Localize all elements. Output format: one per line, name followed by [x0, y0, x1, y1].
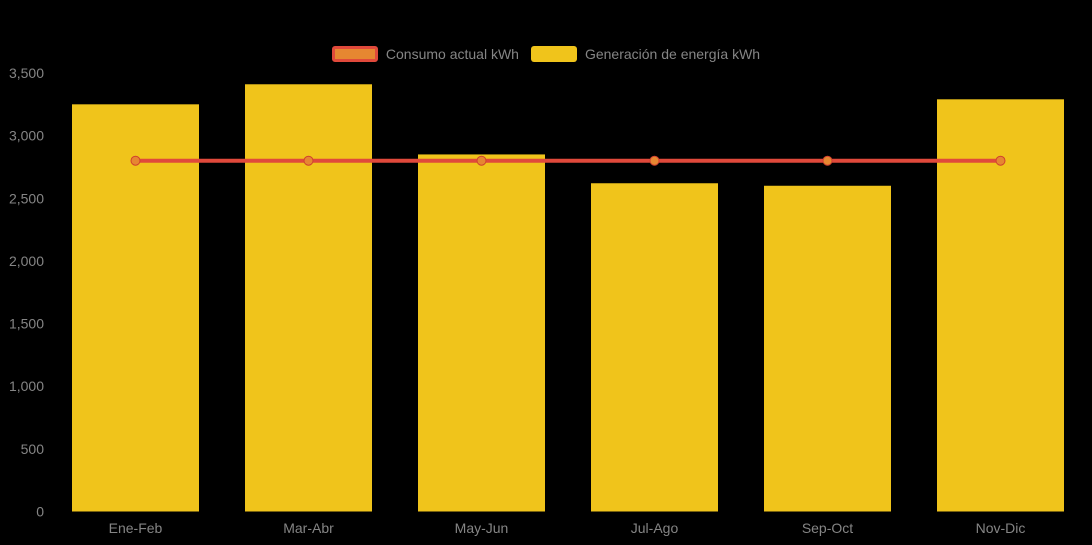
- bar-Ene-Feb[interactable]: [72, 104, 199, 512]
- line-marker-Jul-Ago[interactable]: [649, 155, 660, 166]
- y-axis-tick-label: 1,000: [9, 378, 44, 394]
- line-marker-Ene-Feb[interactable]: [130, 155, 141, 166]
- x-axis-label-Ene-Feb: Ene-Feb: [109, 520, 163, 536]
- bar-Nov-Dic[interactable]: [937, 99, 1064, 512]
- generacion-bar-swatch-icon: [530, 46, 577, 62]
- y-axis-tick-label: 2,500: [9, 190, 44, 206]
- y-axis-tick-label: 3,000: [9, 128, 44, 144]
- y-axis-tick-label: 500: [21, 441, 45, 457]
- chart-legend: Consumo actual kWh Generación de energía…: [0, 46, 1092, 62]
- x-axis-label-May-Jun: May-Jun: [455, 520, 509, 536]
- consumo-line-swatch-icon: [331, 46, 378, 62]
- legend-item-consumo-actual[interactable]: Consumo actual kWh: [331, 46, 519, 62]
- x-axis-label-Jul-Ago: Jul-Ago: [631, 520, 679, 536]
- y-axis-tick-label: 3,500: [9, 65, 44, 81]
- line-marker-Sep-Oct[interactable]: [822, 155, 833, 166]
- bar-Sep-Oct[interactable]: [764, 185, 891, 512]
- bar-Mar-Abr[interactable]: [245, 84, 372, 512]
- legend-label-consumo: Consumo actual kWh: [385, 46, 519, 62]
- y-axis-tick-label: 1,500: [9, 316, 44, 332]
- x-axis-label-Nov-Dic: Nov-Dic: [976, 520, 1026, 536]
- y-axis-tick-label: 0: [36, 504, 44, 520]
- bar-May-Jun[interactable]: [418, 154, 545, 512]
- line-marker-Nov-Dic[interactable]: [995, 155, 1006, 166]
- legend-label-generacion: Generación de energía kWh: [584, 46, 761, 62]
- line-marker-Mar-Abr[interactable]: [303, 155, 314, 166]
- bar-Jul-Ago[interactable]: [591, 183, 718, 512]
- x-axis-label-Sep-Oct: Sep-Oct: [802, 520, 853, 536]
- y-axis-tick-label: 2,000: [9, 253, 44, 269]
- legend-item-generacion[interactable]: Generación de energía kWh: [530, 46, 761, 62]
- x-axis-label-Mar-Abr: Mar-Abr: [283, 520, 334, 536]
- line-marker-May-Jun[interactable]: [476, 155, 487, 166]
